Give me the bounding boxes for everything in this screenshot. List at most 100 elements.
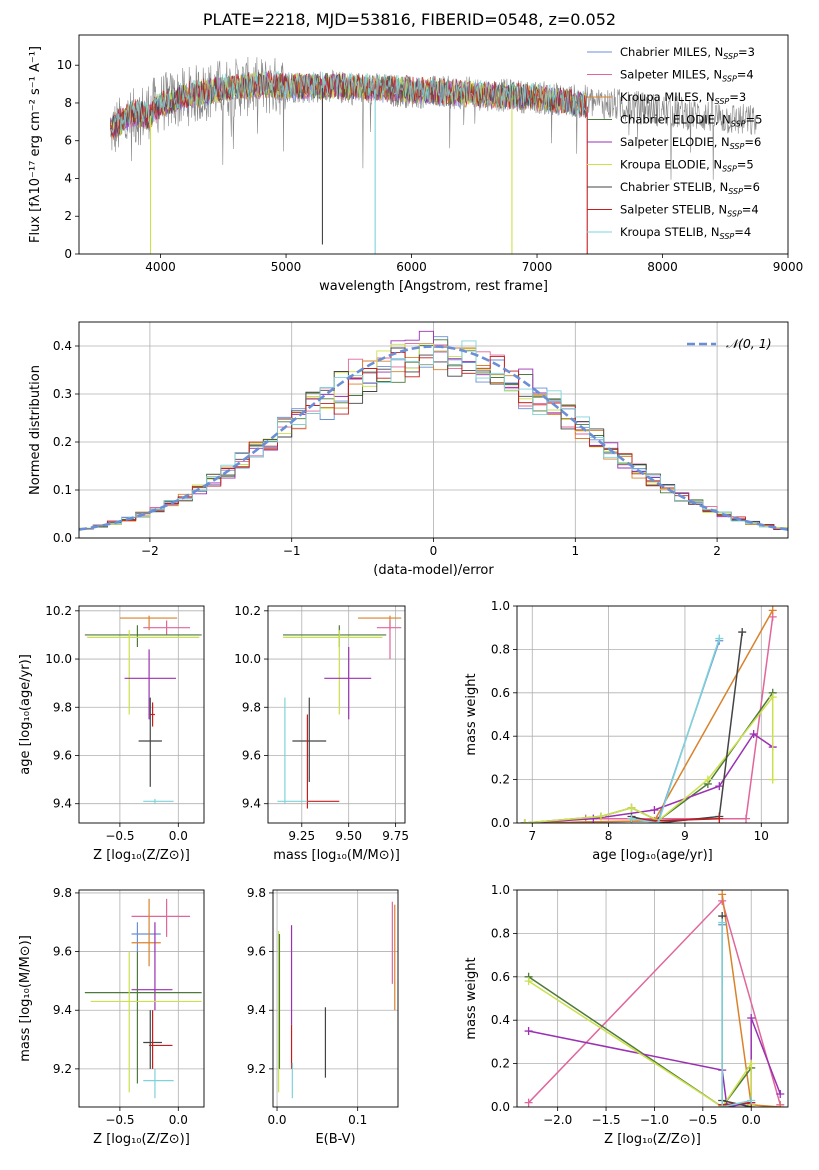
y-tick-label: 0.0: [491, 816, 510, 830]
residuals-plot: [79, 330, 788, 538]
y-axis-label: mass weight: [464, 673, 479, 755]
x-tick-label: 4000: [145, 260, 176, 274]
mass-weight-line: [524, 609, 774, 823]
residuals-frame: [78, 321, 789, 539]
figure-title: PLATE=2218, MJD=53816, FIBERID=0548, z=0…: [202, 10, 617, 29]
y-tick-label: 0.0: [53, 531, 72, 545]
x-tick-label: 8000: [647, 260, 678, 274]
x-tick-label: 7: [528, 829, 536, 843]
x-axis-label: Z [log₁₀(Z/Z⊙)]: [93, 1132, 190, 1147]
mass-weight-line: [524, 640, 721, 823]
y-tick-label: 9.8: [242, 700, 261, 714]
age-mass-plot: [277, 615, 402, 809]
x-axis-label: Z [log₁₀(Z/Z⊙)]: [93, 848, 190, 863]
mw-age-frame: [516, 605, 789, 824]
legend-text: Kroupa MILES, N: [620, 90, 715, 104]
y-tick-label: 9.8: [53, 886, 72, 900]
y-tick-label: 0.2: [53, 435, 72, 449]
mass-weight-point: [749, 730, 758, 739]
mass-weight-point: [654, 819, 663, 823]
x-tick-label: 9.50: [335, 829, 362, 843]
y-tick-label: 9.4: [242, 797, 261, 811]
mass-weight-line: [524, 694, 774, 823]
mass-Z-axes: −0.5 0.0 9.2 9.4 9.6 9.8 Z [log₁₀(Z/Z⊙)] mass […: [18, 886, 204, 1147]
y-tick-label: 0.4: [53, 339, 72, 353]
legend-entry: Chabrier MILES, NSSP=3: [620, 45, 755, 61]
mass-Z-plot: [84, 898, 202, 1099]
y-tick-label: 0.0: [491, 1100, 510, 1114]
mass-weight-point: [768, 775, 777, 784]
legend-entry: Kroupa MILES, NSSP=3: [620, 90, 746, 106]
legend-text: Salpeter ELODIE, N: [620, 135, 730, 149]
residuals-axes: −2 −1 0 1 2 0.0 0.1 0.2 0.3 0.4 (data-model)/error…: [28, 322, 788, 578]
mass-weight-point: [747, 1014, 756, 1023]
mass-weight-point: [776, 1089, 785, 1098]
age-mass-frame: [267, 605, 406, 824]
x-tick-label: −2.0: [543, 1113, 572, 1127]
legend-suffix: =6: [744, 135, 761, 149]
y-tick-label: 4: [64, 171, 72, 185]
x-tick-label: 0: [430, 544, 438, 558]
legend-text: Salpeter MILES, N: [620, 68, 722, 82]
x-tick-label: 1: [571, 544, 579, 558]
mass-weight-line: [631, 638, 721, 823]
legend-suffix: =5: [746, 113, 763, 127]
legend-entry: Kroupa STELIB, NSSP=4: [620, 225, 751, 241]
legend-suffix: =3: [729, 90, 746, 104]
y-tick-label: 0.2: [491, 1057, 510, 1071]
y-tick-label: 0.8: [491, 926, 510, 940]
x-axis-label: mass [log₁₀(M/M⊙)]: [273, 848, 400, 863]
legend-entry: 𝒩(0, 1): [726, 336, 772, 351]
y-tick-label: 9.6: [247, 945, 266, 959]
y-tick-label: 6: [64, 134, 72, 148]
y-tick-label: 10.0: [45, 652, 72, 666]
y-tick-label: 0.6: [491, 970, 510, 984]
mass-weight-point: [650, 805, 659, 814]
y-tick-label: 10: [57, 58, 72, 72]
legend-text: Chabrier ELODIE, N: [620, 113, 731, 127]
y-tick-label: 9.6: [53, 945, 72, 959]
mass-weight-line: [631, 631, 743, 823]
mw-Z-frame: [516, 889, 789, 1108]
x-axis-label: Z [log₁₀(Z/Z⊙)]: [604, 1132, 701, 1147]
mass-weight-point: [747, 1096, 756, 1105]
spectrum-frame: [78, 34, 789, 255]
y-tick-label: 9.8: [247, 886, 266, 900]
x-tick-label: 9: [681, 829, 689, 843]
y-tick-label: 0.4: [491, 729, 510, 743]
y-axis-label: mass weight: [464, 957, 479, 1039]
x-tick-label: 7000: [522, 260, 553, 274]
mass-weight-line: [528, 980, 752, 1107]
legend-entry: Salpeter STELIB, NSSP=4: [620, 203, 759, 219]
mass-weight-point: [596, 812, 605, 821]
mass-weight-point: [524, 1098, 533, 1107]
mass-weight-point: [718, 1103, 727, 1107]
legend-suffix: =6: [743, 180, 760, 194]
x-tick-label: −1: [283, 544, 301, 558]
legend-subscript: SSP: [728, 187, 743, 196]
x-tick-label: 10: [754, 829, 769, 843]
legend-subscript: SSP: [727, 210, 742, 219]
mw-Z-plot: [524, 890, 785, 1107]
y-tick-label: 8: [64, 96, 72, 110]
mass-weight-line: [524, 732, 774, 823]
mass-weight-point: [627, 803, 636, 812]
mass-weight-line: [721, 922, 752, 1107]
mass-weight-line: [528, 976, 752, 1107]
x-tick-label: 2: [713, 544, 721, 558]
y-axis-label: Normed distribution: [28, 365, 43, 495]
mw-age-plot: [520, 606, 777, 823]
spectrum-plot: [110, 56, 757, 254]
x-tick-label: 5000: [271, 260, 302, 274]
mass-weight-point: [742, 814, 751, 823]
mass-weight-point: [738, 628, 747, 637]
y-tick-label: 0.8: [491, 642, 510, 656]
legend-entry: Chabrier STELIB, NSSP=6: [620, 180, 760, 196]
x-tick-label: 9000: [773, 260, 804, 274]
age-Z-axes: −0.5 0.0 9.4 9.6 9.8 10.0 10.2 Z [log₁₀(Z/Z⊙)] a…: [18, 604, 204, 863]
legend-subscript: SSP: [730, 142, 745, 151]
legend-subscript: SSP: [715, 97, 730, 106]
legend-suffix: =4: [734, 225, 751, 239]
x-tick-label: 0.0: [742, 1113, 761, 1127]
